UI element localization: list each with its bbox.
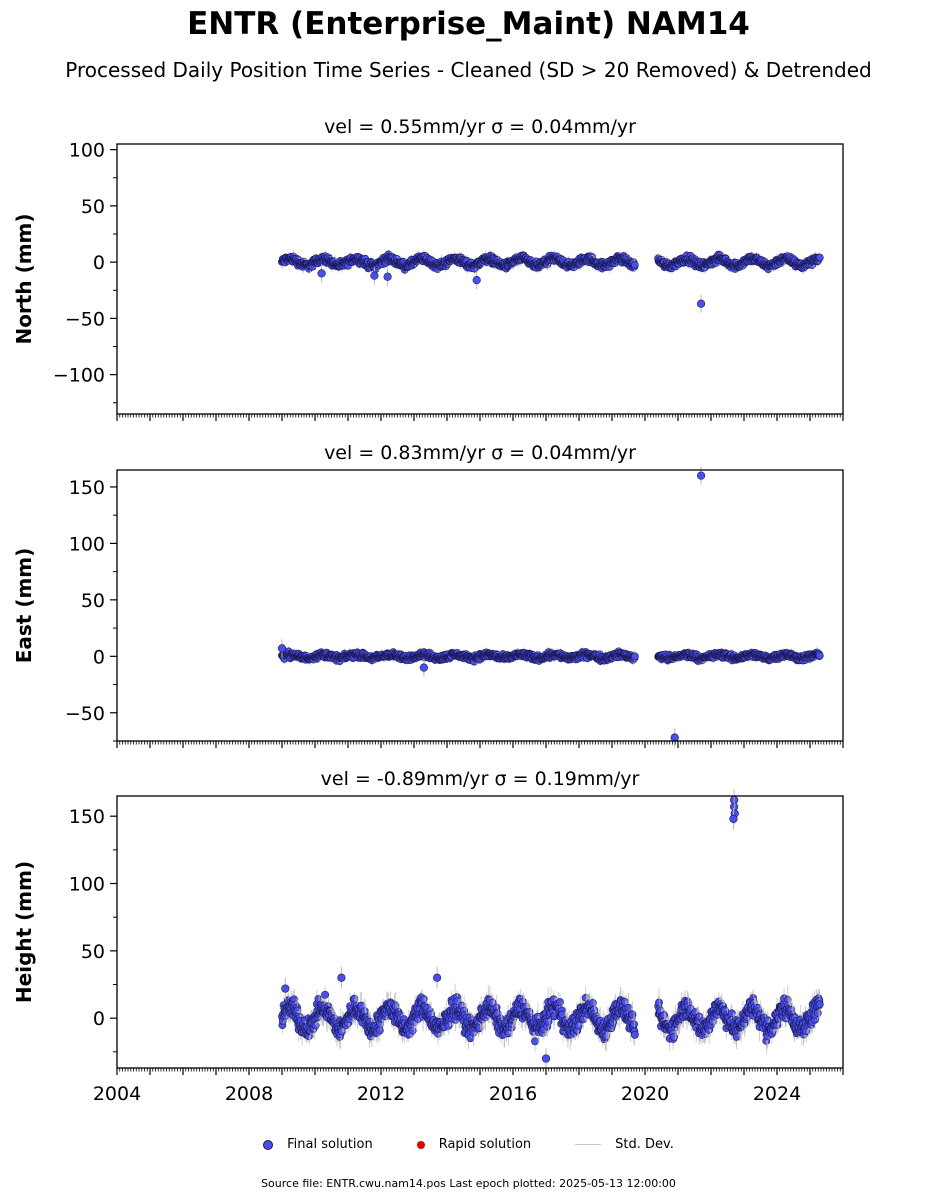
data-point-outlier [317,269,326,278]
data-points [277,466,824,747]
data-point-outlier [383,272,392,281]
panel-title: vel = 0.83mm/yr σ = 0.04mm/yr [324,442,636,464]
data-point [630,652,639,661]
data-point-outlier [472,276,481,285]
y-axis-label: East (mm) [12,548,36,664]
figure-subtitle: Processed Daily Position Time Series - C… [65,58,872,82]
data-point-outlier [696,299,706,308]
figure-title: ENTR (Enterprise_Maint) NAM14 [187,6,750,42]
y-tick-label: −100 [53,365,105,387]
y-tick-label: −50 [65,308,105,330]
panel-north: vel = 0.55mm/yr σ = 0.04mm/yr North (mm) 1… [12,116,844,421]
data-point-outlier [370,271,379,280]
y-tick-label: 0 [93,252,105,274]
data-point [630,261,639,269]
y-tick-label: 100 [69,140,105,162]
panel-title: vel = 0.55mm/yr σ = 0.04mm/yr [324,116,636,138]
y-tick-label: 50 [81,196,105,218]
data-points [278,249,824,313]
y-axis-label: North (mm) [12,213,36,344]
data-point [815,253,824,262]
